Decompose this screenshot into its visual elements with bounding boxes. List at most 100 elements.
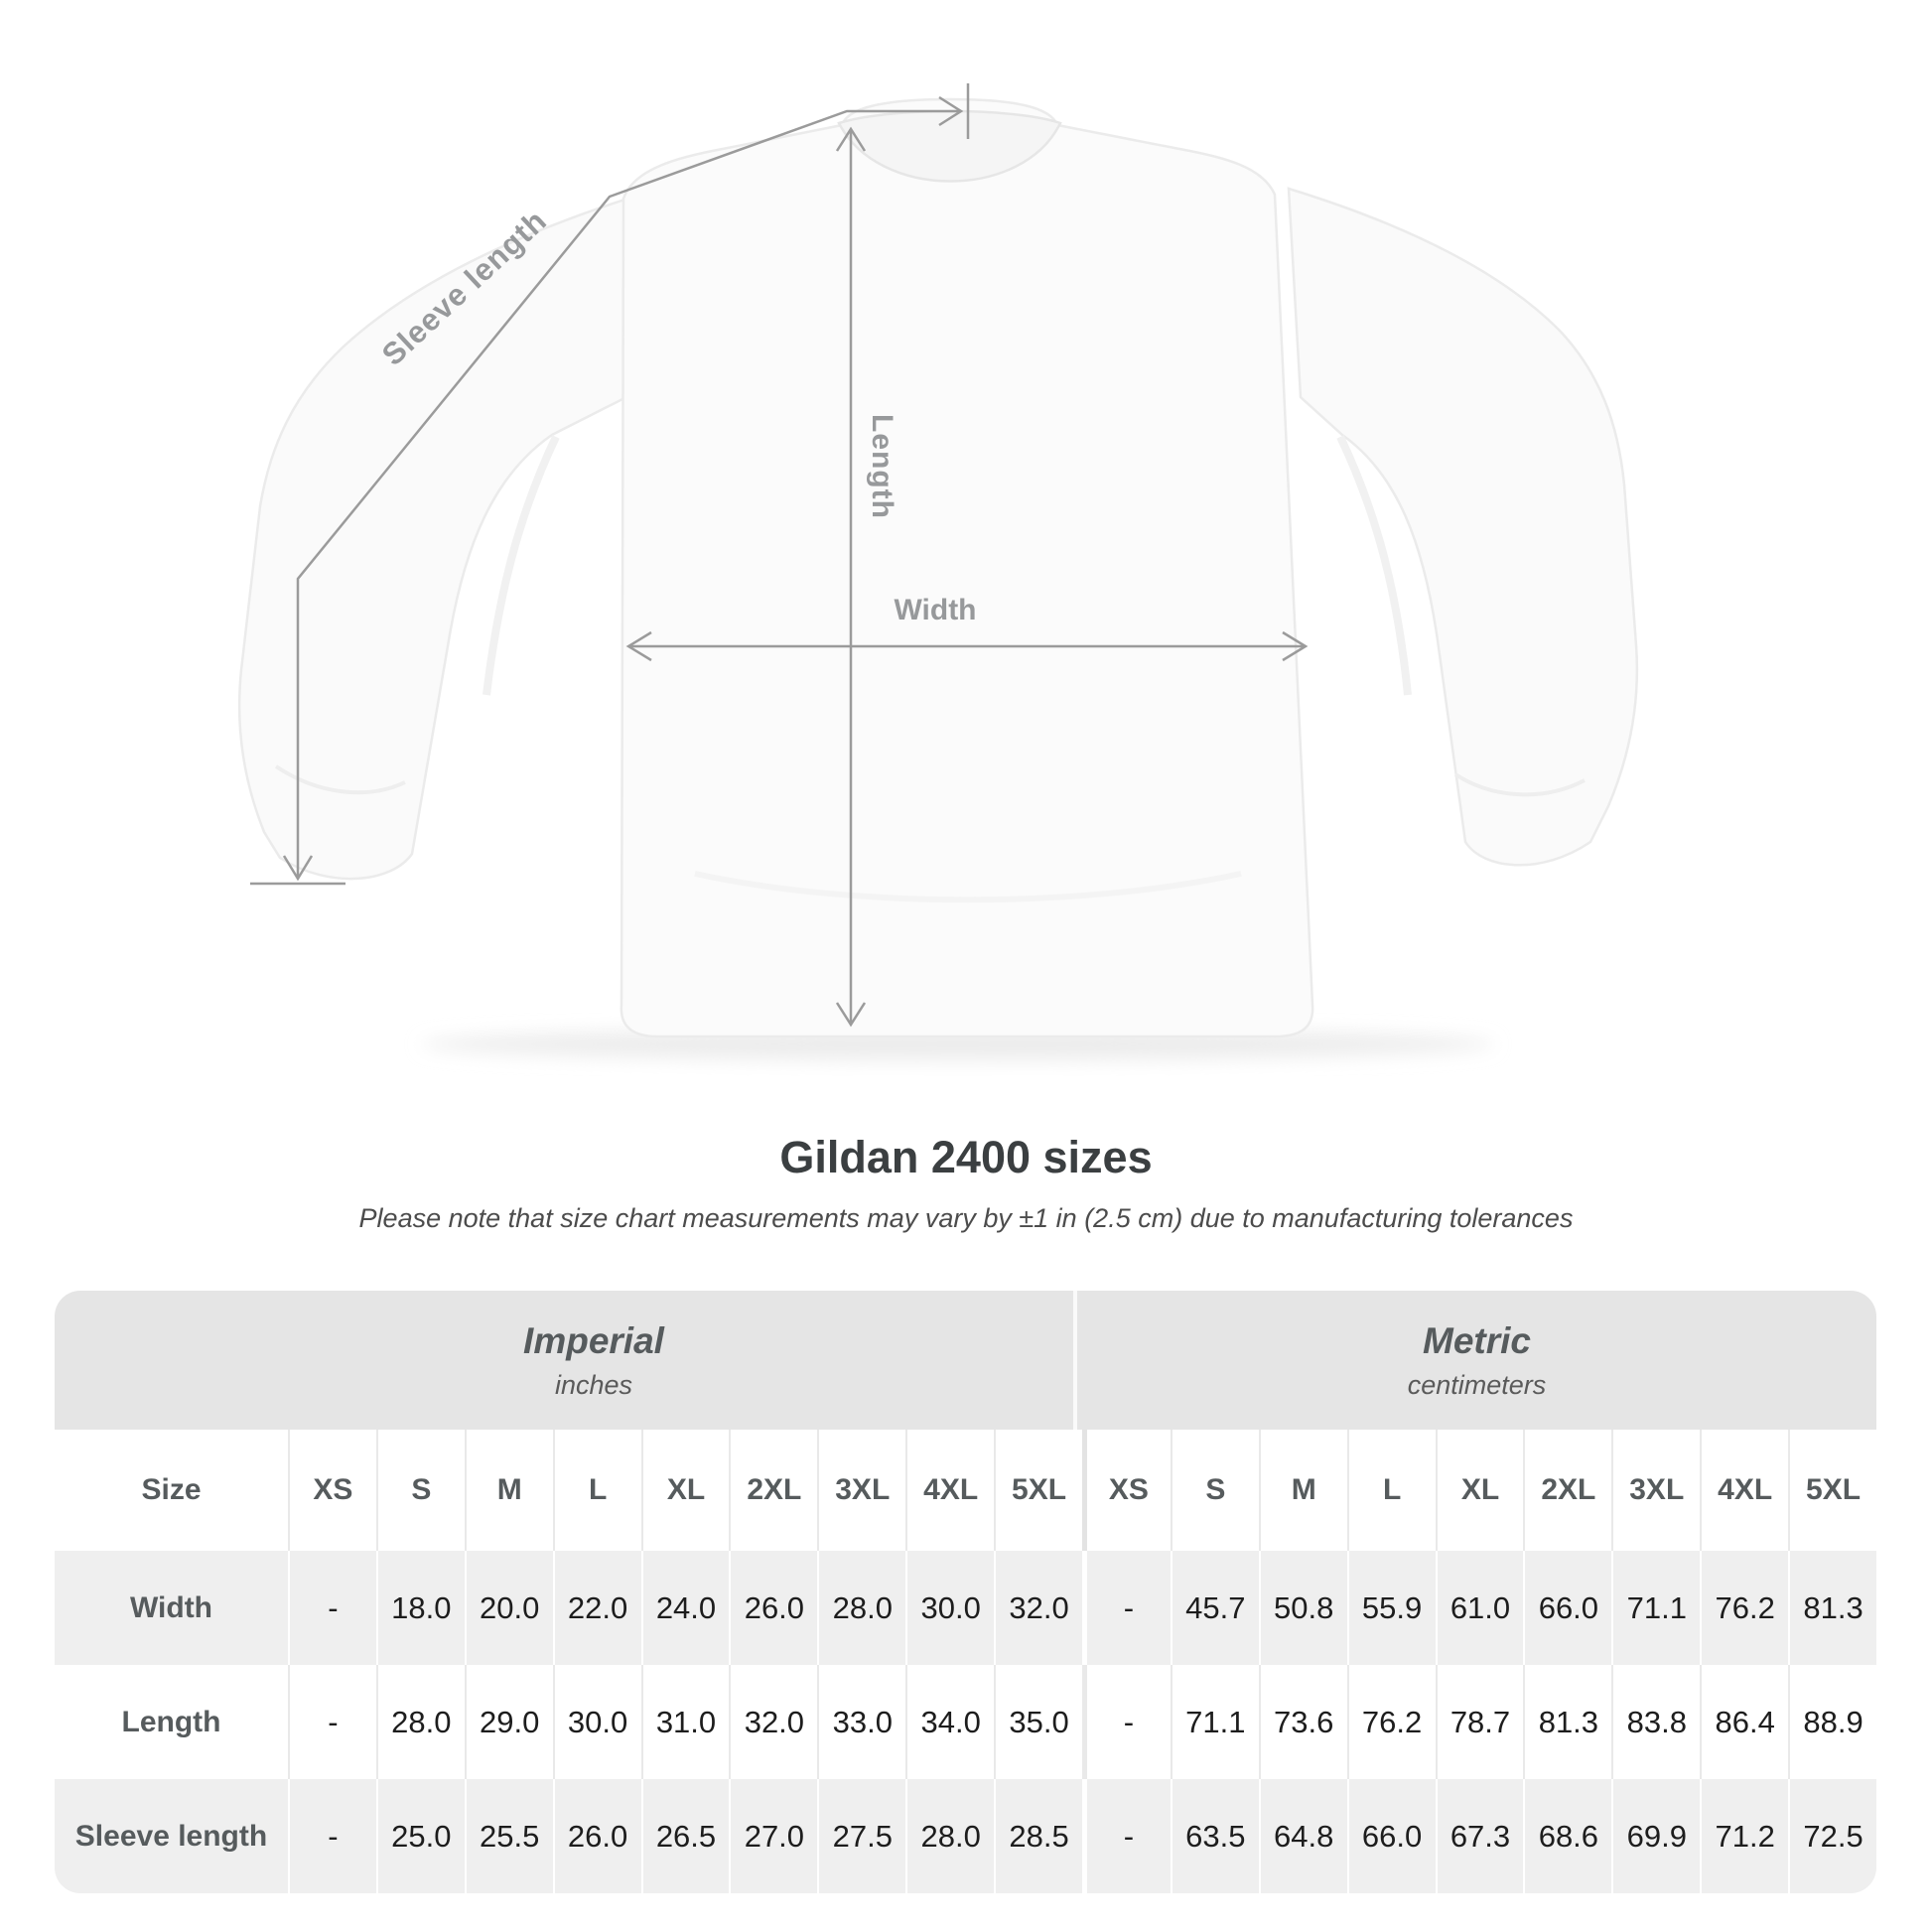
value-cell: 35.0 <box>994 1665 1082 1779</box>
size-header-imperial: 4XL <box>905 1430 995 1551</box>
value-cell: 28.0 <box>817 1551 906 1665</box>
metric-group-title: Metric <box>1423 1319 1531 1361</box>
size-header-metric: 3XL <box>1611 1430 1701 1551</box>
value-cell: 32.0 <box>729 1665 818 1779</box>
value-cell: 31.0 <box>640 1665 730 1779</box>
row-label: Sleeve length <box>55 1779 288 1893</box>
row-label: Length <box>55 1665 288 1779</box>
size-header-metric: M <box>1258 1430 1347 1551</box>
size-header-metric: 2XL <box>1523 1430 1612 1551</box>
value-cell: 27.5 <box>817 1779 906 1893</box>
metric-group-header: Metric centimeters <box>1077 1291 1876 1430</box>
page-title: Gildan 2400 sizes <box>779 1132 1153 1182</box>
length-label: Length <box>866 414 898 519</box>
tolerance-note: Please note that size chart measurements… <box>358 1203 1574 1233</box>
shirt-right-sleeve <box>1287 187 1639 867</box>
value-cell: 88.9 <box>1788 1665 1876 1779</box>
value-cell: - <box>1081 1551 1171 1665</box>
value-cell: 66.0 <box>1523 1551 1612 1665</box>
value-cell: 81.3 <box>1788 1551 1876 1665</box>
value-cell: 72.5 <box>1788 1779 1876 1893</box>
imperial-group-header: Imperial inches <box>55 1291 1077 1430</box>
size-header-imperial: M <box>464 1430 553 1551</box>
value-cell: 25.0 <box>375 1779 465 1893</box>
size-header-imperial: XS <box>288 1430 376 1551</box>
width-measure <box>625 630 1309 662</box>
value-cell: 26.0 <box>729 1551 818 1665</box>
value-cell: 78.7 <box>1435 1665 1524 1779</box>
fold-line <box>694 871 1242 903</box>
size-header-metric: 5XL <box>1788 1430 1876 1551</box>
value-cell: 28.0 <box>375 1665 465 1779</box>
size-header-metric: S <box>1170 1430 1259 1551</box>
unit-group-header: Imperial inches Metric centimeters <box>55 1291 1876 1430</box>
value-cell: 18.0 <box>375 1551 465 1665</box>
shirt-collar <box>837 109 1062 183</box>
length-measure <box>835 126 867 1028</box>
value-cell: 55.9 <box>1346 1551 1436 1665</box>
value-cell: 69.9 <box>1611 1779 1701 1893</box>
size-header-imperial: 5XL <box>994 1430 1082 1551</box>
value-cell: 76.2 <box>1346 1665 1436 1779</box>
width-label: Width <box>894 594 977 626</box>
value-cell: 26.0 <box>552 1779 641 1893</box>
value-cell: 66.0 <box>1346 1779 1436 1893</box>
size-header-imperial: S <box>375 1430 465 1551</box>
value-cell: 71.1 <box>1611 1551 1701 1665</box>
value-cell: 63.5 <box>1170 1779 1259 1893</box>
left-cuff-crease <box>274 764 406 795</box>
value-cell: 71.2 <box>1700 1779 1789 1893</box>
shirt-left-sleeve <box>237 192 645 881</box>
value-cell: 86.4 <box>1700 1665 1789 1779</box>
value-cell: 30.0 <box>905 1551 995 1665</box>
sleeve-length-measure <box>250 83 970 886</box>
fold-line <box>1336 435 1412 696</box>
value-cell: - <box>1081 1665 1171 1779</box>
size-header-metric: XS <box>1081 1430 1171 1551</box>
value-cell: 83.8 <box>1611 1665 1701 1779</box>
value-cell: 67.3 <box>1435 1779 1524 1893</box>
value-cell: 68.6 <box>1523 1779 1612 1893</box>
value-cell: 26.5 <box>640 1779 730 1893</box>
value-cell: 34.0 <box>905 1665 995 1779</box>
shirt-body <box>620 97 1314 1038</box>
size-column-header: Size <box>55 1430 288 1551</box>
value-cell: 32.0 <box>994 1551 1082 1665</box>
value-cell: 33.0 <box>817 1665 906 1779</box>
size-header-imperial: 3XL <box>817 1430 906 1551</box>
value-cell: 73.6 <box>1258 1665 1347 1779</box>
value-cell: - <box>1081 1779 1171 1893</box>
value-cell: 50.8 <box>1258 1551 1347 1665</box>
value-cell: 81.3 <box>1523 1665 1612 1779</box>
shirt-illustration <box>237 83 1639 1060</box>
value-cell: 76.2 <box>1700 1551 1789 1665</box>
value-cell: 64.8 <box>1258 1779 1347 1893</box>
size-header-metric: L <box>1346 1430 1436 1551</box>
value-cell: - <box>288 1665 376 1779</box>
value-cell: 22.0 <box>552 1551 641 1665</box>
value-cell: 20.0 <box>464 1551 553 1665</box>
value-cell: 25.5 <box>464 1779 553 1893</box>
value-cell: 71.1 <box>1170 1665 1259 1779</box>
size-header-imperial: L <box>552 1430 641 1551</box>
right-cuff-crease <box>1453 772 1586 797</box>
size-grid: Size XS S M L XL 2XL 3XL 4XL 5XL XS S M L XL 2XL 3XL 4XL 5… <box>55 1430 1876 1893</box>
value-cell: 28.5 <box>994 1779 1082 1893</box>
imperial-group-title: Imperial <box>523 1319 664 1361</box>
imperial-group-unit: inches <box>554 1369 633 1400</box>
value-cell: 30.0 <box>552 1665 641 1779</box>
value-cell: 61.0 <box>1435 1551 1524 1665</box>
value-cell: 29.0 <box>464 1665 553 1779</box>
size-table: Imperial inches Metric centimeters Size X… <box>55 1291 1876 1893</box>
value-cell: 27.0 <box>729 1779 818 1893</box>
value-cell: - <box>288 1779 376 1893</box>
size-header-imperial: XL <box>640 1430 730 1551</box>
value-cell: 45.7 <box>1170 1551 1259 1665</box>
size-header-metric: 4XL <box>1700 1430 1789 1551</box>
row-label: Width <box>55 1551 288 1665</box>
size-header-metric: XL <box>1435 1430 1524 1551</box>
value-cell: 24.0 <box>640 1551 730 1665</box>
value-cell: - <box>288 1551 376 1665</box>
value-cell: 28.0 <box>905 1779 995 1893</box>
